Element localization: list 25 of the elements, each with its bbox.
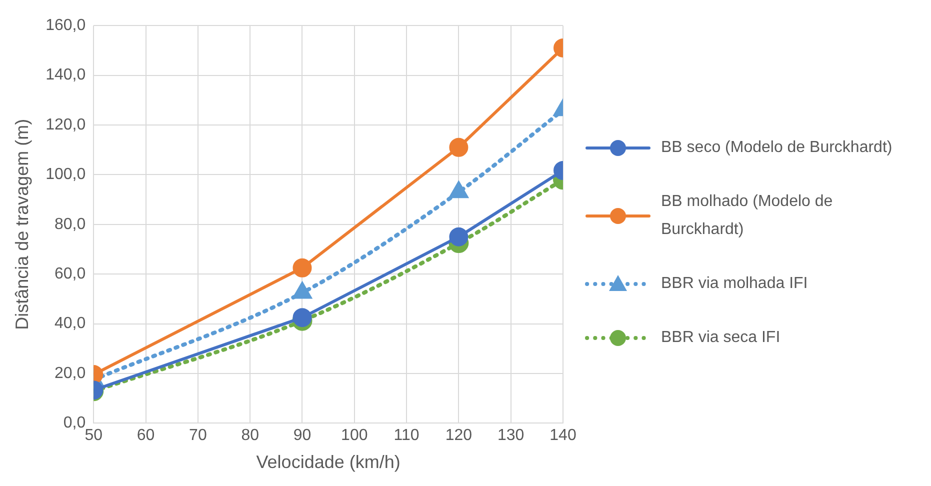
legend-label: BBR via seca IFI	[661, 328, 780, 348]
y-tick-label: 60,0	[54, 266, 86, 283]
y-tick-label: 100,0	[46, 166, 86, 184]
y-tick-label: 120,0	[46, 116, 86, 134]
y-tick-label: 40,0	[54, 315, 86, 332]
x-tick-label: 80	[241, 427, 260, 444]
y-axis-title: Distância de travagem (m)	[12, 118, 32, 330]
x-tick-label: 130	[497, 427, 524, 444]
x-tick-label: 70	[189, 427, 207, 444]
y-tick-label: 160,0	[46, 17, 86, 34]
x-tick-label: 110	[394, 427, 420, 444]
y-tick-label: 140,0	[46, 66, 86, 84]
y-tick-label: 20,0	[54, 364, 86, 382]
y-tick-label: 0,0	[63, 414, 86, 432]
x-tick-label: 60	[136, 427, 155, 444]
x-tick-label: 120	[445, 427, 472, 444]
x-tick-label: 50	[84, 427, 103, 444]
x-tick-label: 90	[293, 427, 312, 444]
y-tick-label: 80,0	[54, 216, 86, 233]
legend-label: BBR via molhada IFI	[661, 274, 808, 294]
legend-label: BB molhado (Modelo de Burckhardt)	[661, 192, 834, 240]
x-axis-title: Velocidade (km/h)	[256, 452, 400, 472]
x-tick-label: 140	[550, 427, 576, 444]
x-tick-label: 100	[341, 427, 368, 444]
legend-label: BB seco (Modelo de Burckhardt)	[661, 138, 892, 158]
